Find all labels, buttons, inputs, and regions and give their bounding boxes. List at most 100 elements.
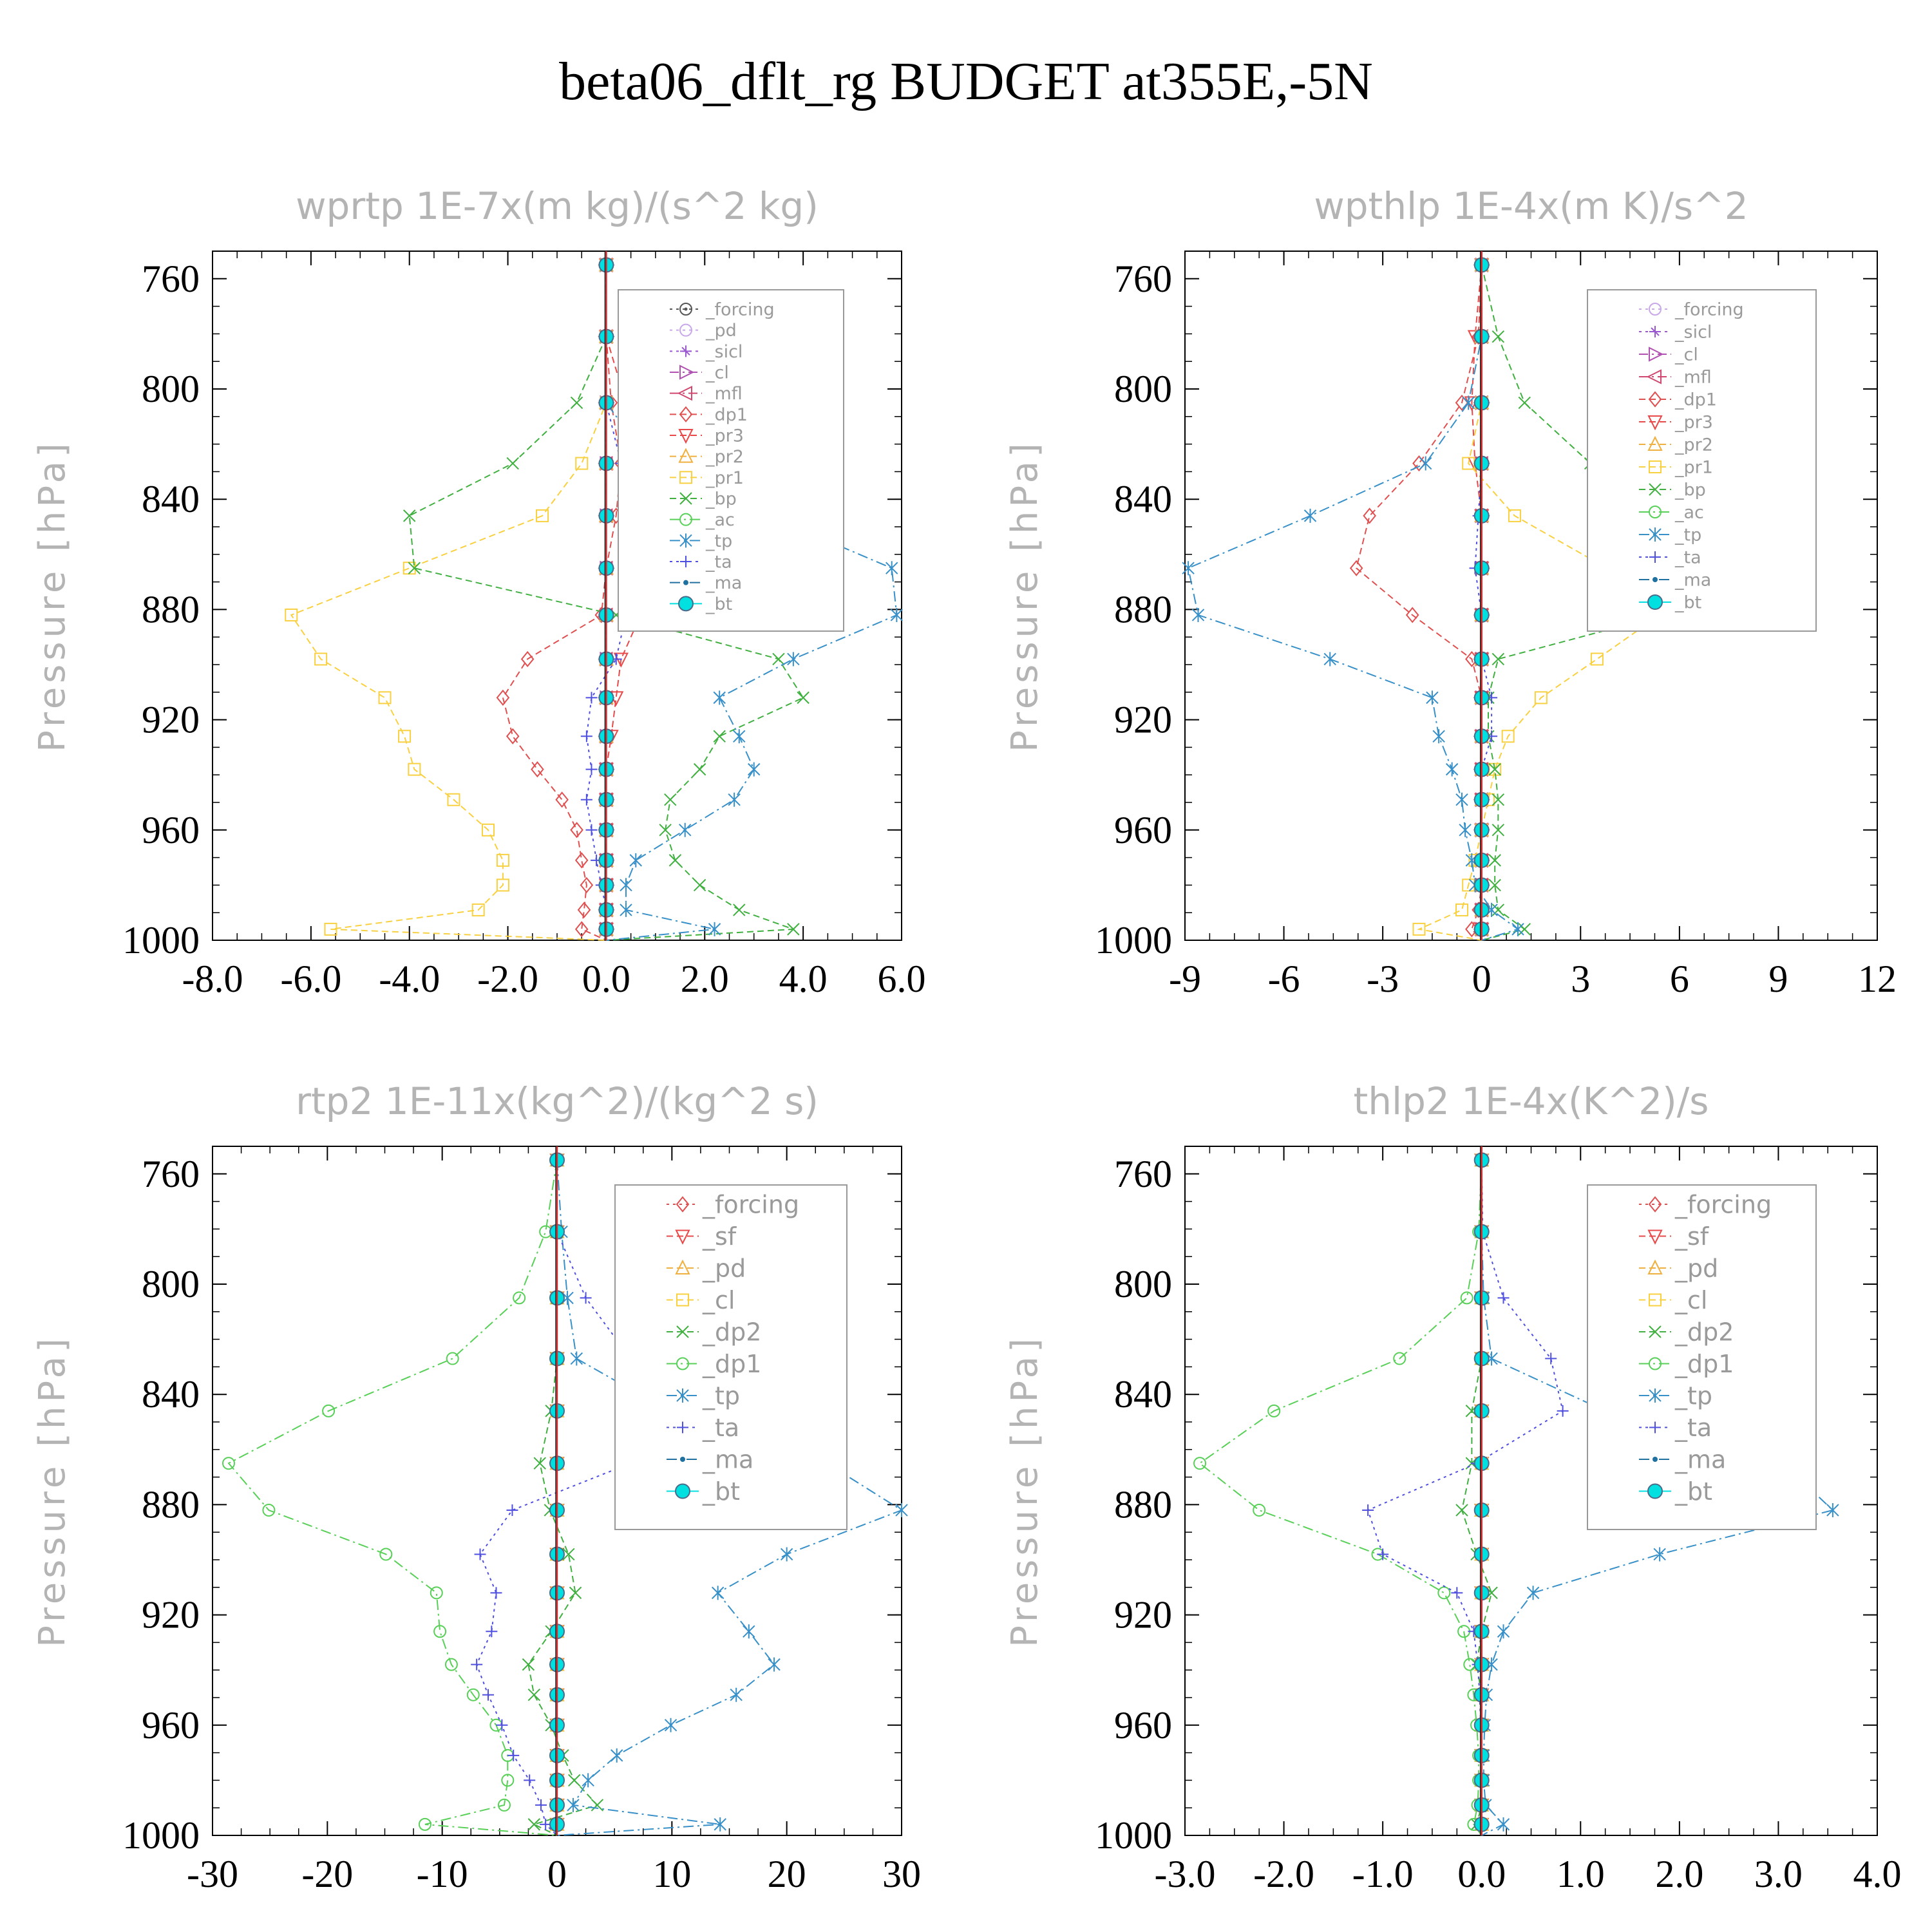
data-point xyxy=(772,652,785,666)
y-tick-label: 1000 xyxy=(122,919,200,961)
legend-swatch-marker xyxy=(677,386,692,401)
data-point xyxy=(482,1689,494,1701)
x-tick-label: -20 xyxy=(301,1853,353,1895)
legend-entry: _dp2 xyxy=(702,1318,761,1346)
data-point xyxy=(1419,456,1432,471)
data-point xyxy=(1363,507,1376,524)
data-point xyxy=(513,1291,526,1305)
data-point xyxy=(1323,652,1336,667)
legend-swatch-marker xyxy=(678,448,694,463)
y-tick-label: 840 xyxy=(142,478,200,520)
data-point xyxy=(1437,1586,1451,1600)
legend-box xyxy=(618,289,844,632)
legend: _forcing _sf _pd _cl _dp2 _dp1 _tp _ta _ma _bt xyxy=(1587,1184,1817,1530)
legend-swatch-marker xyxy=(1649,551,1661,563)
legend-entry: _dp1 xyxy=(702,1350,761,1378)
legend-entry: _tp xyxy=(705,531,732,551)
legend-entry: _pr2 xyxy=(705,447,744,467)
panel-wpthlp: wpthlp 1E-4x(m K)/s^2 Pressure [hPa] -9 -6 -… xyxy=(1004,184,1897,1000)
data-point xyxy=(562,1548,575,1561)
data-point xyxy=(1518,923,1531,936)
legend-swatch-marker xyxy=(678,429,694,444)
x-tick-label: -30 xyxy=(187,1853,238,1895)
legend-entry: _ma xyxy=(705,573,742,593)
legend-swatch-marker xyxy=(679,471,692,484)
data-point xyxy=(1267,1404,1281,1417)
legend-entry: _sf xyxy=(702,1222,737,1251)
x-tick-label: -4.0 xyxy=(379,958,440,1000)
data-point xyxy=(1501,730,1515,743)
subplot-title: wprtp 1E-7x(m kg)/(s^2 kg) xyxy=(296,184,819,228)
y-tick-label: 960 xyxy=(142,1704,200,1747)
legend-entry: _tp xyxy=(1674,1381,1712,1410)
data-point xyxy=(708,922,721,936)
data-point xyxy=(408,762,421,776)
legend-swatch-marker xyxy=(1648,391,1662,408)
data-point xyxy=(569,1586,582,1600)
data-point xyxy=(733,904,746,916)
legend-entry: _ta xyxy=(1674,547,1701,567)
subplot-title: wpthlp 1E-4x(m K)/s^2 xyxy=(1314,184,1748,228)
panel-wprtp: wprtp 1E-7x(m kg)/(s^2 kg) Pressure [hPa]… xyxy=(32,184,926,1000)
data-point xyxy=(1497,1624,1510,1639)
data-point xyxy=(1518,396,1531,410)
data-point xyxy=(496,689,510,706)
data-point xyxy=(797,691,810,705)
legend-entry: _bp xyxy=(1674,480,1706,500)
data-point xyxy=(1349,560,1363,576)
series-line-pr3 xyxy=(1471,265,1482,940)
data-point xyxy=(886,561,898,576)
legend-swatch-marker xyxy=(1649,1325,1662,1338)
series-line-ta xyxy=(1474,265,1493,940)
legend: _forcing_pd_sicl_cl_mfl_dp1_pr3_pr2_pr1_… xyxy=(618,289,844,632)
data-point xyxy=(1488,854,1501,867)
data-point xyxy=(890,607,904,622)
data-point xyxy=(527,1818,541,1831)
series-line-bp xyxy=(1481,265,1783,941)
y-tick-label: 800 xyxy=(142,368,200,410)
data-point xyxy=(322,1404,336,1417)
data-point xyxy=(1511,922,1524,936)
legend-entry: _forcing xyxy=(702,1190,799,1218)
x-tick-label: 2.0 xyxy=(681,958,729,1000)
data-point xyxy=(324,922,337,936)
figure-title: beta06_dflt_rg BUDGET at355E,-5N xyxy=(559,52,1373,111)
data-point xyxy=(222,1457,235,1470)
data-point xyxy=(575,457,589,470)
data-point xyxy=(1492,824,1505,837)
data-point xyxy=(1545,1352,1557,1365)
data-point xyxy=(314,652,328,666)
panel-rtp2: rtp2 1E-11x(kg^2)/(kg^2 s) Pressure [hPa]… xyxy=(32,1079,921,1895)
y-axis-label: Pressure [hPa] xyxy=(1004,1334,1046,1647)
legend-entry: _cl xyxy=(1674,1286,1707,1314)
y-tick-label: 800 xyxy=(1114,368,1172,410)
data-point xyxy=(471,1658,483,1671)
legend-swatch-marker xyxy=(1649,527,1662,542)
data-point xyxy=(620,878,632,893)
data-point xyxy=(659,824,672,837)
data-point xyxy=(577,902,591,918)
y-tick-label: 880 xyxy=(142,588,200,630)
data-point xyxy=(496,1719,508,1731)
series-line-dp1 xyxy=(1198,1160,1482,1836)
y-tick-label: 800 xyxy=(142,1263,200,1305)
data-point xyxy=(1377,1548,1389,1560)
data-point xyxy=(496,853,509,867)
y-tick-label: 960 xyxy=(1114,1704,1172,1747)
data-point xyxy=(693,878,706,892)
legend-swatch-marker xyxy=(1653,1457,1658,1462)
data-point xyxy=(580,1292,592,1304)
x-tick-label: 3.0 xyxy=(1754,1853,1803,1895)
y-tick-label: 880 xyxy=(1114,1483,1172,1526)
data-point xyxy=(743,1624,755,1639)
data-point xyxy=(1497,1292,1510,1304)
data-point xyxy=(430,1586,443,1600)
panel-thlp2: thlp2 1E-4x(K^2)/s Pressure [hPa] -3.0 -2.0… xyxy=(1004,1079,1902,1895)
x-tick-label: 6 xyxy=(1670,958,1689,1000)
legend-entry: _dp1 xyxy=(1674,390,1717,410)
data-point xyxy=(1492,904,1505,916)
data-point xyxy=(379,1548,393,1561)
data-point xyxy=(535,1799,547,1811)
data-point xyxy=(1253,1503,1266,1517)
legend-entry: _ta xyxy=(702,1414,739,1442)
